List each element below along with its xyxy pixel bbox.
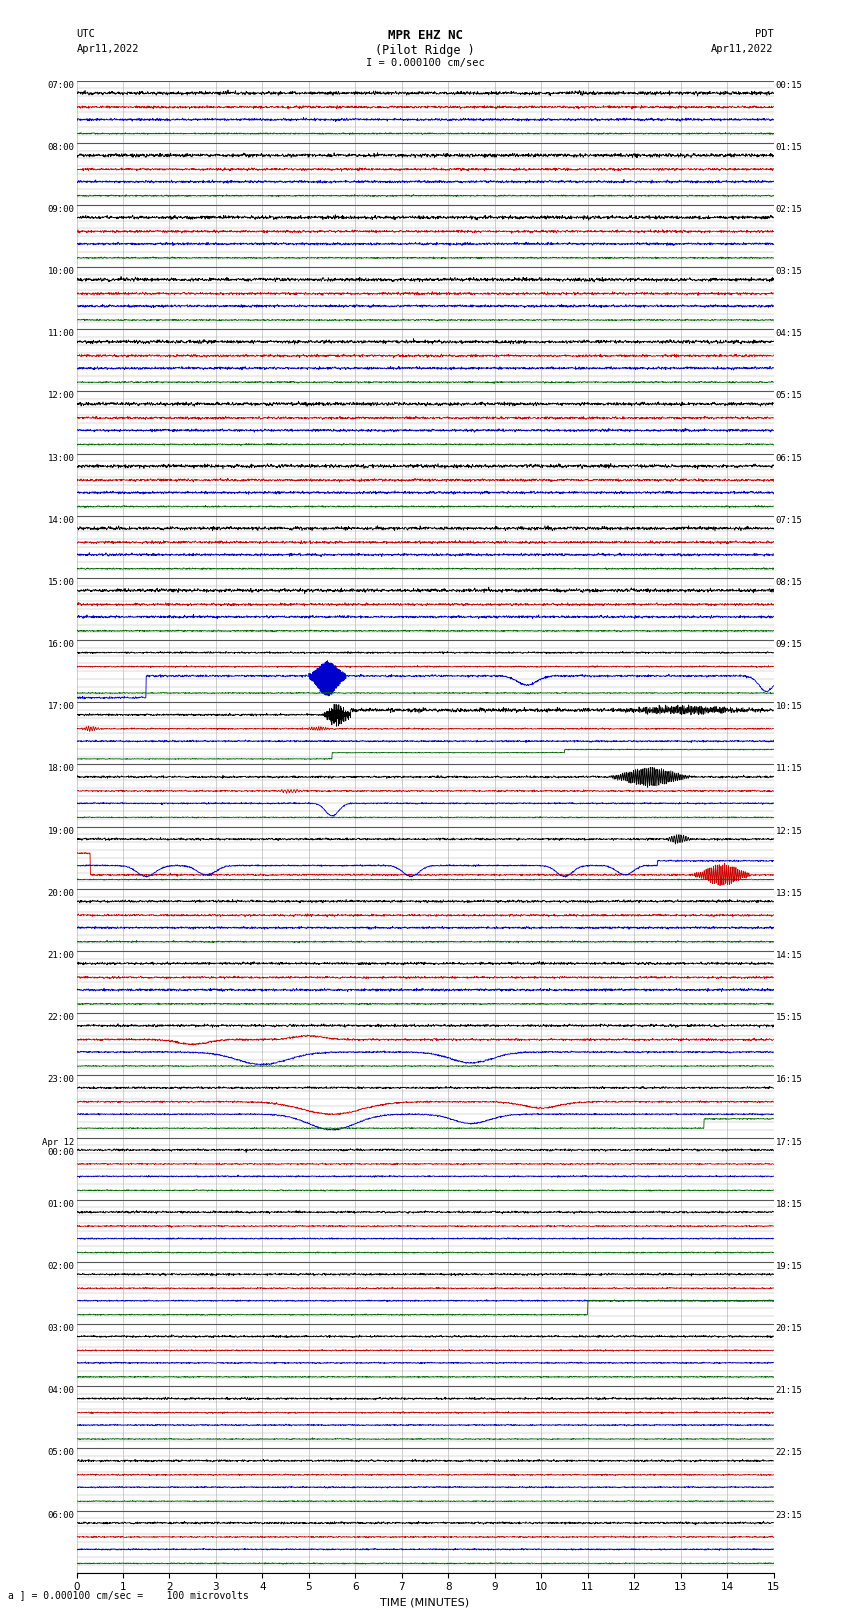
Text: 01:00: 01:00	[48, 1200, 75, 1208]
Text: 01:15: 01:15	[775, 144, 802, 152]
Text: I = 0.000100 cm/sec: I = 0.000100 cm/sec	[366, 58, 484, 68]
Text: Apr11,2022: Apr11,2022	[711, 44, 774, 53]
Text: 12:00: 12:00	[48, 392, 75, 400]
Text: 20:00: 20:00	[48, 889, 75, 898]
Text: 23:15: 23:15	[775, 1510, 802, 1519]
Text: 18:15: 18:15	[775, 1200, 802, 1208]
X-axis label: TIME (MINUTES): TIME (MINUTES)	[381, 1598, 469, 1608]
Text: 00:15: 00:15	[775, 81, 802, 90]
Text: 03:15: 03:15	[775, 268, 802, 276]
Text: 23:00: 23:00	[48, 1076, 75, 1084]
Text: 10:15: 10:15	[775, 702, 802, 711]
Text: 15:15: 15:15	[775, 1013, 802, 1023]
Text: 06:00: 06:00	[48, 1510, 75, 1519]
Text: (Pilot Ridge ): (Pilot Ridge )	[375, 44, 475, 56]
Text: 21:00: 21:00	[48, 952, 75, 960]
Text: UTC: UTC	[76, 29, 95, 39]
Text: 16:00: 16:00	[48, 640, 75, 648]
Text: 15:00: 15:00	[48, 577, 75, 587]
Text: 14:15: 14:15	[775, 952, 802, 960]
Text: 16:15: 16:15	[775, 1076, 802, 1084]
Text: Apr11,2022: Apr11,2022	[76, 44, 139, 53]
Text: 13:15: 13:15	[775, 889, 802, 898]
Text: 20:15: 20:15	[775, 1324, 802, 1332]
Text: Apr 12
00:00: Apr 12 00:00	[42, 1137, 75, 1157]
Text: 07:00: 07:00	[48, 81, 75, 90]
Text: 02:15: 02:15	[775, 205, 802, 215]
Text: 06:15: 06:15	[775, 453, 802, 463]
Text: 05:15: 05:15	[775, 392, 802, 400]
Text: 07:15: 07:15	[775, 516, 802, 524]
Text: 17:15: 17:15	[775, 1137, 802, 1147]
Text: 11:15: 11:15	[775, 765, 802, 774]
Text: MPR EHZ NC: MPR EHZ NC	[388, 29, 462, 42]
Text: 22:15: 22:15	[775, 1448, 802, 1457]
Text: 09:00: 09:00	[48, 205, 75, 215]
Text: 12:15: 12:15	[775, 826, 802, 836]
Text: 19:15: 19:15	[775, 1261, 802, 1271]
Text: 21:15: 21:15	[775, 1386, 802, 1395]
Text: 03:00: 03:00	[48, 1324, 75, 1332]
Text: 04:15: 04:15	[775, 329, 802, 339]
Text: 08:15: 08:15	[775, 577, 802, 587]
Text: PDT: PDT	[755, 29, 774, 39]
Text: 14:00: 14:00	[48, 516, 75, 524]
Text: 02:00: 02:00	[48, 1261, 75, 1271]
Text: 08:00: 08:00	[48, 144, 75, 152]
Text: a ] = 0.000100 cm/sec =    100 microvolts: a ] = 0.000100 cm/sec = 100 microvolts	[8, 1590, 249, 1600]
Text: 22:00: 22:00	[48, 1013, 75, 1023]
Text: 09:15: 09:15	[775, 640, 802, 648]
Text: 18:00: 18:00	[48, 765, 75, 774]
Text: 11:00: 11:00	[48, 329, 75, 339]
Text: 05:00: 05:00	[48, 1448, 75, 1457]
Text: 10:00: 10:00	[48, 268, 75, 276]
Text: 04:00: 04:00	[48, 1386, 75, 1395]
Text: 19:00: 19:00	[48, 826, 75, 836]
Text: 17:00: 17:00	[48, 702, 75, 711]
Text: 13:00: 13:00	[48, 453, 75, 463]
